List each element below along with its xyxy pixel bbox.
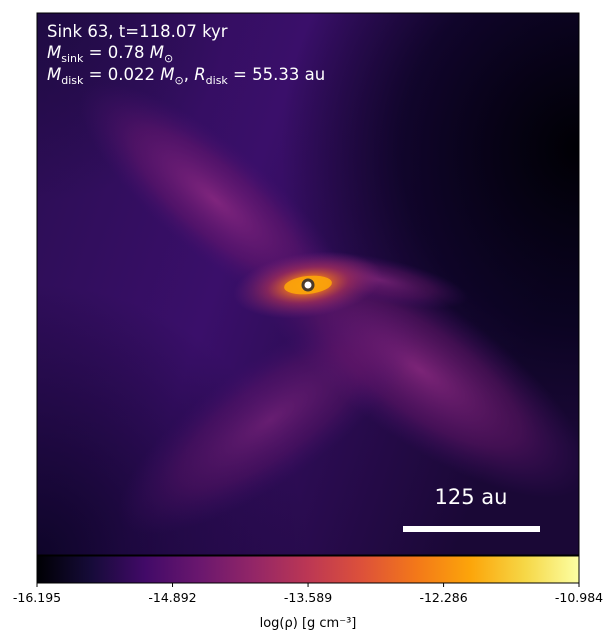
annotation-disk-properties: Mdisk = 0.022 M⊙, Rdisk = 55.33 au (47, 65, 325, 87)
colorbar-ticks: -16.195 -14.892 -13.589 -12.286 -10.984 (13, 583, 603, 605)
colorbar-tick-label: -14.892 (148, 590, 196, 605)
colorbar (36, 555, 580, 584)
spiral-arm-south (118, 305, 422, 535)
plot-frame (36, 12, 580, 556)
sink-particle-marker (301, 278, 315, 292)
disk-mass-value: 0.022 (108, 65, 155, 84)
scale-bar-label: 125 au (435, 485, 508, 509)
scale-bar (403, 526, 540, 532)
disk-radius-value: 55.33 au (252, 65, 325, 84)
colorbar-tick-label: -16.195 (13, 590, 61, 605)
density-map (37, 13, 579, 555)
annotation-sink-time: Sink 63, t=118.07 kyr (47, 22, 228, 41)
sink-mass-value: 0.78 (108, 43, 145, 62)
annotation-sink-mass: Msink = 0.78 M⊙ (47, 43, 173, 65)
colorbar-label: log(ρ) [g cm⁻³] (260, 616, 357, 631)
colorbar-tick-label: -10.984 (555, 590, 603, 605)
colorbar-tick-label: -13.589 (284, 590, 332, 605)
colorbar-tick-label: -12.286 (419, 590, 467, 605)
